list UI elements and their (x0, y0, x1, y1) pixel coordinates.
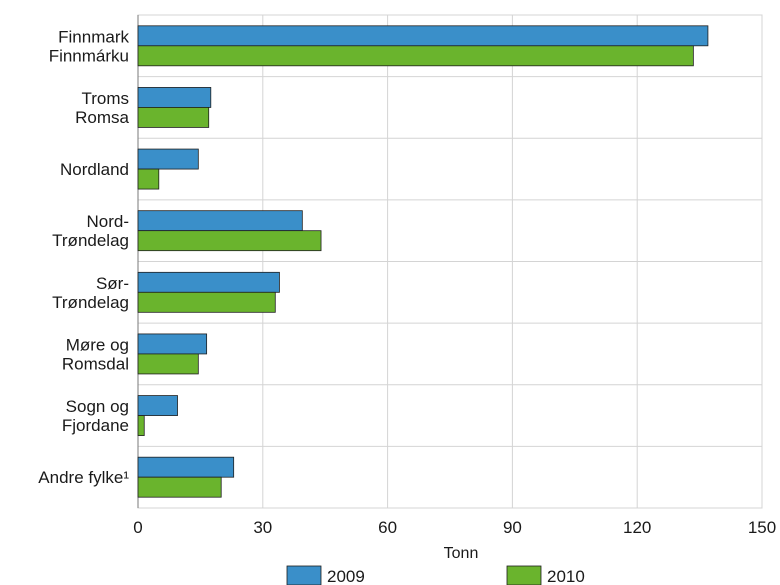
bar-2010 (137, 291, 276, 313)
category-label: Trøndelag (52, 293, 129, 312)
x-tick-labels: 0 30 60 90 120 150 (133, 518, 776, 537)
bar-2010 (137, 168, 160, 190)
legend-label: 2010 (547, 567, 585, 585)
category-label: Finnmark (58, 27, 129, 46)
bar-2009 (137, 148, 199, 170)
category-label: Sogn og (66, 397, 129, 416)
x-tick-label: 0 (133, 518, 142, 537)
bar-2009 (137, 87, 212, 108)
legend: 2009 2010 (286, 565, 585, 585)
category-label: Romsa (75, 108, 129, 127)
bar-2009 (137, 395, 178, 416)
bar-2009 (137, 25, 709, 47)
legend-swatch-2010 (506, 565, 542, 585)
bar-2010 (137, 230, 322, 252)
category-label: Sør- (96, 274, 129, 293)
bar-2009 (137, 210, 303, 232)
category-label: Romsdal (62, 354, 129, 373)
bar-2010 (137, 415, 145, 436)
bar-2009 (137, 456, 235, 478)
category-label: Finnmárku (49, 46, 129, 65)
category-label: Fjordane (62, 416, 129, 435)
bar-2010 (137, 476, 222, 498)
category-label: Nord- (86, 212, 129, 231)
bar-2009 (137, 271, 280, 293)
x-tick-label: 90 (503, 518, 522, 537)
x-tick-label: 30 (253, 518, 272, 537)
legend-label: 2009 (327, 567, 365, 585)
x-tick-label: 120 (623, 518, 651, 537)
bars (137, 25, 709, 498)
grid (137, 14, 763, 509)
category-label: Trøndelag (52, 231, 129, 250)
category-label: Andre fylke¹ (38, 468, 129, 487)
x-axis-title: Tonn (444, 545, 479, 562)
category-label: Troms (81, 89, 129, 108)
x-tick-label: 150 (748, 518, 776, 537)
bar-2010 (137, 353, 199, 375)
category-label: Nordland (60, 160, 129, 179)
bar-2009 (137, 333, 208, 355)
category-label: Møre og (66, 335, 129, 354)
x-tick-label: 60 (378, 518, 397, 537)
bar-2010 (137, 45, 694, 67)
legend-swatch-2009 (286, 565, 322, 585)
bar-2010 (137, 107, 210, 128)
